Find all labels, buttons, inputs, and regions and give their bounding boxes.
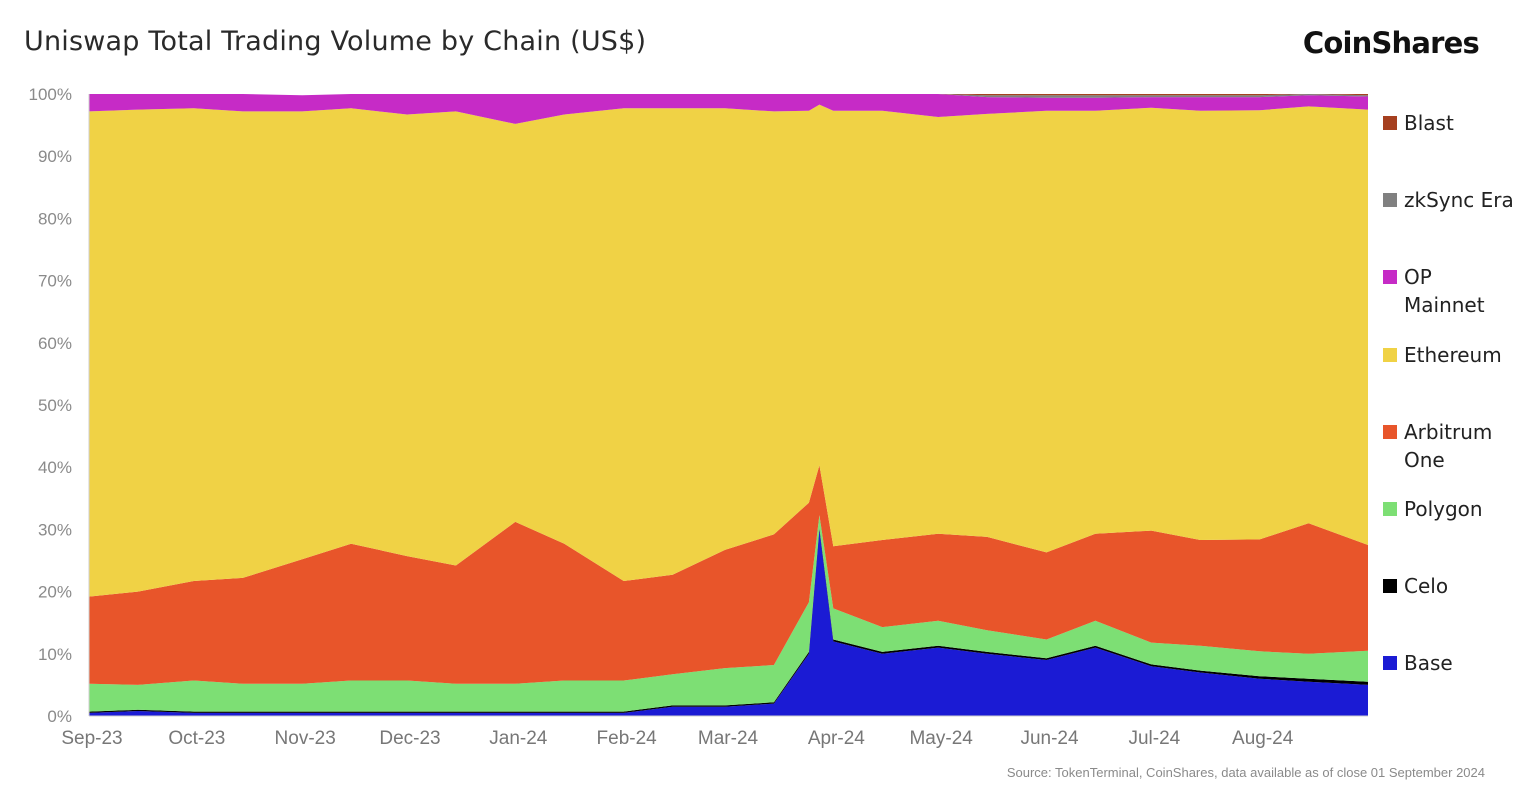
area-blast: [89, 94, 1368, 96]
x-tick-label: Nov-23: [275, 728, 336, 749]
legend-item-zksync-era: zkSync Era: [1383, 188, 1525, 214]
legend-label: Polygon: [1404, 497, 1483, 521]
legend-item-arbitrum-one: Arbitrum One: [1383, 420, 1525, 474]
legend-label: Ethereum: [1404, 343, 1502, 367]
y-tick-label: 60%: [38, 334, 72, 353]
x-tick-label: Sep-23: [61, 728, 122, 749]
legend-swatch: [1383, 579, 1397, 593]
legend-label: OP Mainnet: [1404, 265, 1485, 317]
legend-label: Blast: [1404, 111, 1454, 135]
y-tick-label: 100%: [29, 85, 72, 104]
legend-item-ethereum: Ethereum: [1383, 343, 1525, 369]
legend-item-celo: Celo: [1383, 574, 1525, 600]
chart-areas: [89, 94, 1368, 716]
x-axis: Sep-23 Oct-23 Nov-23 Dec-23 Jan-24 Feb-24 Mar-…: [61, 728, 1293, 749]
x-tick-label: Feb-24: [597, 728, 658, 749]
x-tick-label: Jan-24: [489, 728, 548, 749]
area-op-mainnet: [89, 94, 1368, 124]
y-tick-label: 40%: [38, 458, 72, 477]
area-ethereum: [89, 104, 1368, 597]
legend-swatch: [1383, 348, 1397, 362]
y-tick-label: 0%: [47, 707, 72, 726]
legend-item-polygon: Polygon: [1383, 497, 1525, 523]
y-tick-label: 30%: [38, 520, 72, 539]
y-tick-label: 90%: [38, 147, 72, 166]
area-base: [89, 529, 1368, 716]
x-tick-label: Aug-24: [1232, 728, 1294, 749]
legend-label: Base: [1404, 651, 1453, 675]
area-polygon: [89, 515, 1368, 712]
y-tick-label: 80%: [38, 209, 72, 228]
x-tick-label: Oct-23: [168, 728, 225, 749]
x-tick-label: Jul-24: [1128, 728, 1180, 749]
x-tick-label: Jun-24: [1020, 728, 1079, 749]
chart-title: Uniswap Total Trading Volume by Chain (U…: [24, 26, 647, 57]
legend-label: zkSync Era: [1404, 188, 1514, 212]
x-tick-label: Dec-23: [379, 728, 440, 749]
legend-swatch: [1383, 656, 1397, 670]
brand-logo: CoinShares: [1302, 26, 1480, 60]
legend-swatch: [1383, 425, 1397, 439]
legend-swatch: [1383, 116, 1397, 130]
legend-swatch: [1383, 270, 1397, 284]
legend-item-op-mainnet: OP Mainnet: [1383, 265, 1525, 319]
y-axis: 0% 10% 20% 30% 40% 50% 60% 70% 80% 90% 100%: [29, 85, 72, 726]
area-zksync-era: [89, 94, 1368, 98]
legend-item-blast: Blast: [1383, 111, 1525, 137]
y-tick-label: 10%: [38, 645, 72, 664]
y-tick-label: 70%: [38, 272, 72, 291]
y-tick-label: 20%: [38, 583, 72, 602]
source-note: Source: TokenTerminal, CoinShares, data …: [1006, 765, 1485, 780]
legend-label: Celo: [1404, 574, 1449, 598]
x-tick-label: May-24: [909, 728, 973, 749]
x-tick-label: Mar-24: [698, 728, 759, 749]
legend-item-base: Base: [1383, 651, 1525, 677]
legend-swatch: [1383, 502, 1397, 516]
x-tick-label: Apr-24: [808, 728, 865, 749]
y-tick-label: 50%: [38, 396, 72, 415]
legend-swatch: [1383, 193, 1397, 207]
area-arbitrum-one: [89, 465, 1368, 685]
legend-label: Arbitrum One: [1404, 420, 1493, 472]
